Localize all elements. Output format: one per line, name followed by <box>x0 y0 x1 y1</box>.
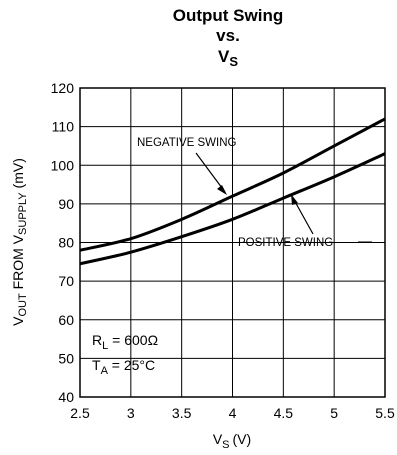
x-tick-label: 4.5 <box>274 405 294 421</box>
y-tick-label: 80 <box>58 235 74 251</box>
series-lines <box>79 117 386 266</box>
x-tick-label: 3.5 <box>172 405 192 421</box>
y-tick-label: 100 <box>51 157 75 173</box>
x-axis-label-unit: (V) <box>233 431 252 447</box>
chart-title-sub: S <box>229 54 238 69</box>
condition-rl: RL = 600Ω <box>92 332 158 352</box>
plot-frame <box>79 87 386 398</box>
condition-rl-sub: L <box>102 340 108 352</box>
x-tick-label: 5.5 <box>375 405 395 421</box>
y-tick-label: 120 <box>51 80 75 96</box>
y-tick-label: 50 <box>58 350 74 366</box>
y-axis-label-from: FROM V <box>10 234 26 293</box>
x-axis-label-v: V <box>213 431 223 447</box>
series-negative-swing <box>79 117 386 252</box>
y-axis-label-v1: V <box>10 316 26 326</box>
series-positive-swing <box>79 152 386 266</box>
x-axis-label-sub: S <box>222 439 229 451</box>
condition-ta-value: = 25°C <box>108 357 155 373</box>
arrowhead-negative-swing <box>217 185 227 195</box>
arrow-negative-swing <box>195 152 226 193</box>
annotation-negative-swing: NEGATIVE SWING <box>137 137 237 149</box>
x-tick-label: 5 <box>330 405 338 421</box>
conditions-box: RL = 600Ω TA = 25°C <box>92 332 158 377</box>
y-tick-label: 40 <box>58 389 74 405</box>
grid <box>80 88 385 397</box>
x-tick-label: 3 <box>127 405 135 421</box>
condition-rl-value: = 600Ω <box>108 332 158 348</box>
chart-title-line-1: Output Swing <box>173 6 283 25</box>
y-tick-label: 90 <box>58 196 74 212</box>
condition-rl-r: R <box>92 332 102 348</box>
annotation-positive-swing: POSITIVE SWING <box>238 237 333 249</box>
y-axis-label: VOUT FROM VSUPPLY (mV) <box>10 158 29 326</box>
x-tick-label: 2.5 <box>70 405 90 421</box>
arrowhead-positive-swing <box>291 194 298 205</box>
y-axis-label-supply: SUPPLY <box>17 192 29 235</box>
condition-ta: TA = 25°C <box>92 357 155 377</box>
chart-title-line-3: VS <box>218 47 238 69</box>
condition-ta-t: T <box>92 357 101 373</box>
x-tick-label: 4 <box>229 405 237 421</box>
y-axis-label-out: OUT <box>17 293 29 317</box>
y-tick-label: 110 <box>52 119 75 135</box>
y-axis-label-unit: (mV) <box>10 158 26 192</box>
condition-ta-sub: A <box>101 365 109 377</box>
chart-title-v: V <box>218 47 230 66</box>
arrow-positive-swing <box>292 197 314 235</box>
y-tick-label: 70 <box>58 273 74 289</box>
chart-title-line-2: vs. <box>216 26 240 45</box>
x-axis-label: VS (V) <box>213 431 251 451</box>
y-ticks: 40 50 60 70 80 90 100 110 120 <box>51 80 75 405</box>
y-tick-label: 60 <box>58 312 74 328</box>
x-ticks: 2.5 3 3.5 4 4.5 5 5.5 <box>70 405 395 421</box>
